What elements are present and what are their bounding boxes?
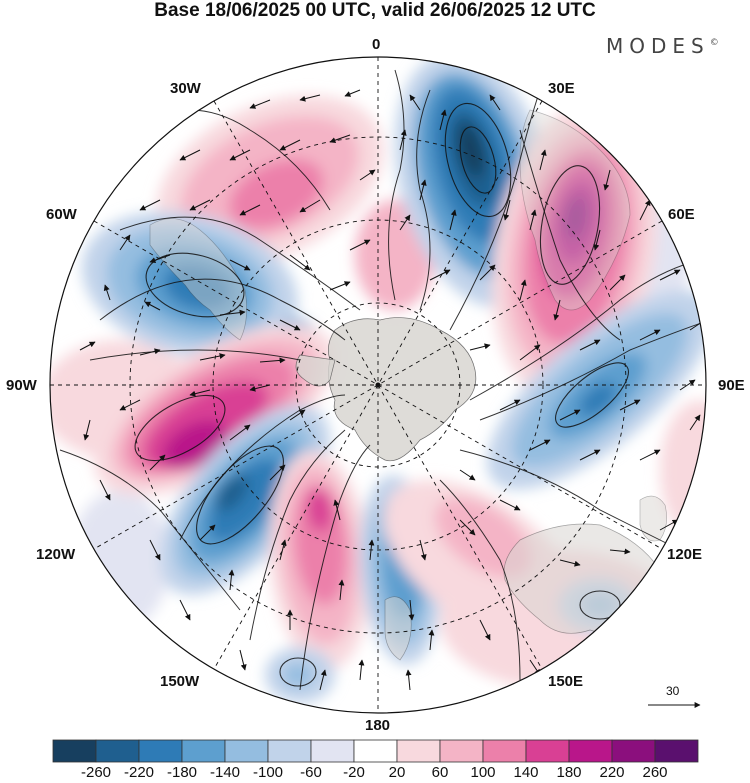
colorbar-swatch <box>267 739 312 763</box>
colorbar-swatch <box>52 739 97 763</box>
label-150w: 150W <box>160 673 200 690</box>
label-60e: 60E <box>668 206 695 223</box>
colorbar-tick-label: -220 <box>123 764 155 781</box>
label-90e: 90E <box>718 377 745 394</box>
colorbar-tick-label: -260 <box>80 764 112 781</box>
label-30e: 30E <box>548 80 575 97</box>
colorbar-tick-label: 140 <box>513 764 539 781</box>
map-boundary <box>49 56 707 714</box>
brand-logo: MODES© <box>606 34 719 58</box>
colorbar-swatch <box>138 739 183 763</box>
colorbar-tick-label: -180 <box>166 764 198 781</box>
colorbar-swatch <box>568 739 613 763</box>
label-120e: 120E <box>667 546 703 563</box>
label-180: 180 <box>365 717 391 734</box>
south-pole-marker <box>375 382 381 388</box>
brand-name: MODES <box>606 34 710 58</box>
label-120w: 120W <box>36 546 76 563</box>
colorbar-tick-label: -100 <box>252 764 284 781</box>
colorbar-tick-label: 180 <box>556 764 582 781</box>
graticule <box>50 57 706 713</box>
anomaly-field <box>50 57 706 703</box>
colorbar-tick-label: -60 <box>300 764 322 781</box>
map-title: Base 18/06/2025 00 UTC, valid 26/06/2025… <box>154 0 596 21</box>
colorbar-swatch <box>181 739 226 763</box>
anomaly-pos-background <box>660 400 706 540</box>
label-0: 0 <box>372 36 381 53</box>
colorbar-tick-label: 220 <box>599 764 625 781</box>
colorbar-tick-label: 20 <box>388 764 406 781</box>
label-90w: 90W <box>6 377 37 394</box>
colorbar-tick-label: 260 <box>642 764 668 781</box>
colorbar <box>52 739 699 763</box>
wind-vectors <box>79 84 706 691</box>
colorbar-swatch <box>95 739 140 763</box>
africa <box>519 109 631 311</box>
colorbar-swatch <box>439 739 484 763</box>
label-150e: 150E <box>548 673 584 690</box>
reference-vector-label: 30 <box>666 684 680 698</box>
colorbar-tick-label: 60 <box>431 764 449 781</box>
colorbar-swatch <box>224 739 269 763</box>
colorbar-swatch <box>353 739 398 763</box>
map-disk <box>50 57 706 713</box>
colorbar-tick-label: -140 <box>209 764 241 781</box>
colorbar-tick-label: 100 <box>470 764 496 781</box>
colorbar-swatch <box>396 739 441 763</box>
anomaly-neg-background <box>70 490 170 630</box>
low-pressure-rings <box>134 102 629 687</box>
label-60w: 60W <box>46 206 77 223</box>
antarctica <box>328 317 477 462</box>
colorbar-swatch <box>482 739 527 763</box>
colorbar-swatch <box>525 739 570 763</box>
colorbar-swatch <box>654 739 699 763</box>
new-zealand <box>384 596 412 661</box>
colorbar-swatch <box>310 739 355 763</box>
colorbar-tick-label: -20 <box>343 764 365 781</box>
colorbar-swatch <box>611 739 656 763</box>
brand-mark: © <box>709 38 719 48</box>
label-30w: 30W <box>170 80 201 97</box>
